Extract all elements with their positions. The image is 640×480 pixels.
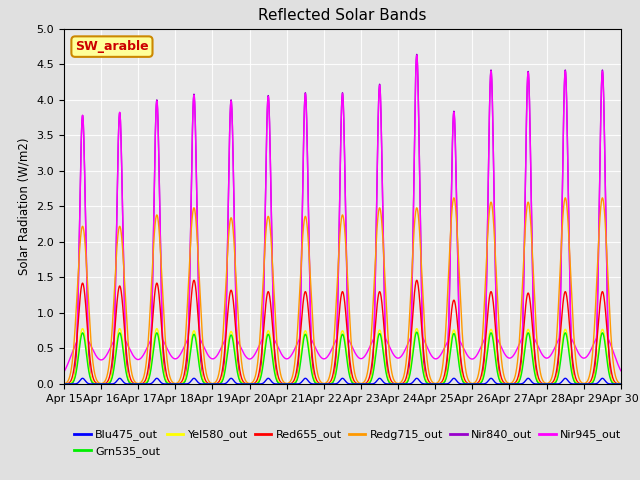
Red655_out bbox=[124, 360, 131, 366]
Redg715_out bbox=[274, 347, 282, 353]
Nir945_out bbox=[124, 342, 131, 348]
Line: Red655_out: Red655_out bbox=[64, 280, 621, 384]
Nir945_out bbox=[60, 369, 68, 375]
Line: Redg715_out: Redg715_out bbox=[64, 198, 621, 384]
Nir945_out bbox=[546, 353, 554, 359]
Blu475_out bbox=[546, 381, 554, 387]
Grn535_out bbox=[274, 379, 282, 384]
Blu475_out bbox=[79, 375, 86, 381]
Yel580_out bbox=[546, 381, 554, 387]
Blu475_out bbox=[60, 381, 68, 387]
Line: Grn535_out: Grn535_out bbox=[64, 332, 621, 384]
Grn535_out bbox=[157, 350, 164, 356]
Line: Nir840_out: Nir840_out bbox=[64, 54, 621, 384]
Blu475_out bbox=[606, 381, 614, 387]
Red655_out bbox=[274, 372, 282, 377]
Nir945_out bbox=[413, 52, 420, 58]
Nir840_out bbox=[546, 381, 554, 387]
Line: Yel580_out: Yel580_out bbox=[64, 329, 621, 384]
Yel580_out bbox=[157, 346, 164, 352]
Nir840_out bbox=[617, 381, 625, 387]
Title: Reflected Solar Bands: Reflected Solar Bands bbox=[258, 9, 427, 24]
Nir945_out bbox=[606, 340, 614, 346]
Text: SW_arable: SW_arable bbox=[75, 40, 148, 53]
Nir840_out bbox=[124, 372, 131, 378]
Red655_out bbox=[606, 360, 614, 365]
Redg715_out bbox=[298, 251, 305, 257]
Red655_out bbox=[617, 381, 625, 387]
Yel580_out bbox=[606, 372, 614, 377]
Red655_out bbox=[546, 381, 554, 386]
Grn535_out bbox=[60, 381, 68, 387]
Legend: Blu475_out, Grn535_out, Yel580_out, Red655_out, Redg715_out, Nir840_out, Nir945_: Blu475_out, Grn535_out, Yel580_out, Red6… bbox=[70, 425, 626, 461]
Yel580_out bbox=[298, 345, 306, 350]
Grn535_out bbox=[617, 381, 625, 387]
Red655_out bbox=[157, 310, 164, 315]
Yel580_out bbox=[274, 377, 282, 383]
Redg715_out bbox=[617, 381, 625, 386]
Y-axis label: Solar Radiation (W/m2): Solar Radiation (W/m2) bbox=[18, 138, 31, 275]
Nir840_out bbox=[157, 251, 164, 257]
Red655_out bbox=[298, 313, 306, 319]
Nir945_out bbox=[298, 248, 305, 253]
Nir945_out bbox=[157, 251, 164, 257]
Red655_out bbox=[190, 277, 198, 283]
Redg715_out bbox=[157, 250, 164, 256]
Grn535_out bbox=[546, 381, 554, 387]
Red655_out bbox=[60, 381, 68, 387]
Grn535_out bbox=[413, 329, 420, 335]
Nir945_out bbox=[274, 343, 282, 349]
Redg715_out bbox=[546, 379, 554, 384]
Yel580_out bbox=[617, 381, 625, 387]
Blu475_out bbox=[617, 381, 625, 387]
Redg715_out bbox=[561, 195, 569, 201]
Nir840_out bbox=[606, 369, 614, 375]
Yel580_out bbox=[124, 373, 132, 379]
Nir840_out bbox=[274, 379, 282, 384]
Blu475_out bbox=[298, 379, 306, 384]
Redg715_out bbox=[606, 317, 614, 323]
Nir840_out bbox=[298, 248, 305, 253]
Nir840_out bbox=[413, 51, 420, 57]
Nir945_out bbox=[617, 368, 625, 373]
Line: Nir945_out: Nir945_out bbox=[64, 55, 621, 372]
Blu475_out bbox=[274, 381, 282, 387]
Line: Blu475_out: Blu475_out bbox=[64, 378, 621, 384]
Blu475_out bbox=[157, 379, 164, 385]
Yel580_out bbox=[79, 326, 86, 332]
Grn535_out bbox=[298, 351, 305, 357]
Nir840_out bbox=[60, 381, 68, 387]
Redg715_out bbox=[124, 330, 131, 336]
Blu475_out bbox=[124, 381, 132, 387]
Grn535_out bbox=[124, 375, 131, 381]
Yel580_out bbox=[60, 381, 68, 387]
Redg715_out bbox=[60, 381, 68, 386]
Grn535_out bbox=[606, 375, 614, 381]
